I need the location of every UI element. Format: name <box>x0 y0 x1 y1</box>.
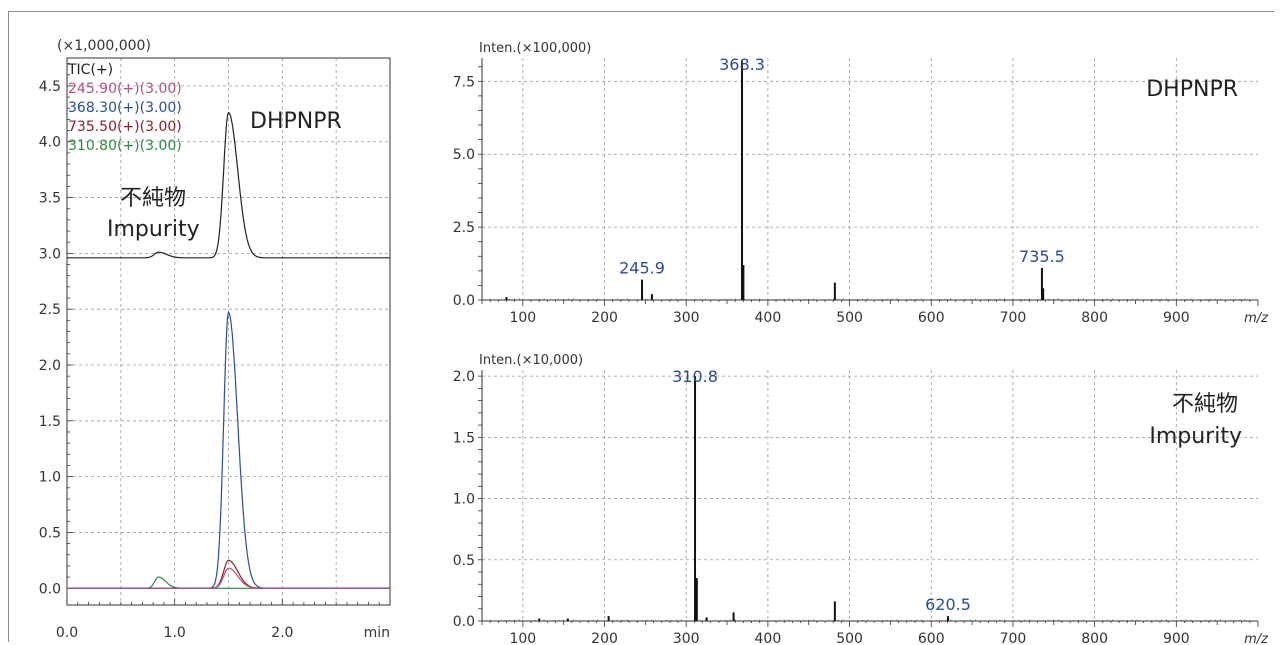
y-multiplier-label: (×1,000,000) <box>57 38 151 54</box>
y-tick-label: 2.5 <box>453 220 475 236</box>
y-tick-label: 0.0 <box>453 293 475 309</box>
x-tick-label: 300 <box>673 631 700 645</box>
y-tick-label: 0.5 <box>39 525 61 541</box>
x-tick-label: 800 <box>1081 310 1108 326</box>
x-tick-label: 600 <box>918 631 945 645</box>
spectrum-dhpnpr-panel: 0.0 2.5 5.0 7.5 100 200 300 400 500 600 700 800 900 m… <box>453 41 1269 326</box>
x-tick-label: 700 <box>1000 310 1027 326</box>
y-tick-label: 4.0 <box>39 135 61 151</box>
y-tick-label: 2.0 <box>39 358 61 374</box>
y-tick-label: 4.5 <box>39 79 61 95</box>
x-tick-label: 400 <box>755 631 782 645</box>
x-tick-label: 900 <box>1163 631 1190 645</box>
legend-entry: 310.80(+)(3.00) <box>68 138 182 154</box>
y-tick-label: 0.0 <box>453 614 475 630</box>
peak-label: 310.8 <box>672 367 718 386</box>
annotation-impurity-en: Impurity <box>1149 424 1242 449</box>
x-axis-title: m/z <box>1244 311 1269 326</box>
annotation-impurity-jp: 不純物 <box>1172 392 1238 417</box>
x-tick-label: 2.0 <box>271 625 293 641</box>
y-tick-label: 0.0 <box>39 581 61 597</box>
spectrum-impurity-panel: 0.0 0.5 1.0 1.5 2.0 100 200 300 400 500 600 700 800 9… <box>453 353 1269 645</box>
annotation-impurity-en: Impurity <box>107 217 200 242</box>
trace-245.90(+)(3.00) <box>67 567 390 589</box>
x-unit-label: min <box>364 625 390 641</box>
chromatogram-plot-area <box>66 57 391 606</box>
y-tick-label: 1.0 <box>453 492 475 508</box>
x-tick-label: 400 <box>755 310 782 326</box>
y-tick-label: 1.5 <box>39 414 61 430</box>
x-tick-label: 200 <box>591 631 618 645</box>
peak-label: 735.5 <box>1019 247 1065 266</box>
x-tick-label: 200 <box>591 310 618 326</box>
y-tick-label: 2.0 <box>453 369 475 385</box>
x-tick-label: 1.0 <box>164 625 186 641</box>
x-tick-label: 100 <box>509 631 536 645</box>
legend-entry: 245.90(+)(3.00) <box>68 81 182 97</box>
x-tick-label: 300 <box>673 310 700 326</box>
y-tick-label: 1.0 <box>39 470 61 486</box>
annotation-impurity-jp: 不純物 <box>120 186 186 211</box>
y-tick-label: 3.5 <box>39 191 61 207</box>
peak-label: 245.9 <box>619 259 665 278</box>
y-tick-label: 7.5 <box>453 74 475 90</box>
y-tick-label: 3.0 <box>39 246 61 262</box>
x-tick-label: 500 <box>836 631 863 645</box>
peak-label: 620.5 <box>925 595 971 614</box>
trace-TIC(+) <box>67 111 390 259</box>
x-tick-label: 100 <box>509 310 536 326</box>
legend-entry: 735.50(+)(3.00) <box>68 119 182 135</box>
figure-frame <box>8 11 1274 642</box>
y-axis-title: Inten.(×100,000) <box>479 41 591 56</box>
y-axis-title: Inten.(×10,000) <box>479 353 583 368</box>
x-tick-label: 900 <box>1163 310 1190 326</box>
x-tick-label: 700 <box>1000 631 1027 645</box>
x-tick-label: 500 <box>836 310 863 326</box>
peak-label: 368.3 <box>719 55 765 74</box>
annotation-main-compound: DHPNPR <box>250 109 342 134</box>
legend-entry: TIC(+) <box>67 62 113 78</box>
y-tick-label: 2.5 <box>39 302 61 318</box>
y-tick-label: 5.0 <box>453 147 475 163</box>
x-axis-title: m/z <box>1244 632 1269 645</box>
annotation-dhpnpr: DHPNPR <box>1146 77 1238 102</box>
y-tick-label: 1.5 <box>453 430 475 446</box>
x-tick-label: 800 <box>1081 631 1108 645</box>
x-tick-label: 0.0 <box>56 625 78 641</box>
chromatogram-panel: 0.0 0.5 1.0 1.5 2.0 2.5 3.0 3.5 4.0 4.5 0.0 1.0 2.0 m… <box>39 38 391 641</box>
y-tick-label: 0.5 <box>453 553 475 569</box>
legend-entry: 368.30(+)(3.00) <box>68 100 182 116</box>
x-tick-label: 600 <box>918 310 945 326</box>
